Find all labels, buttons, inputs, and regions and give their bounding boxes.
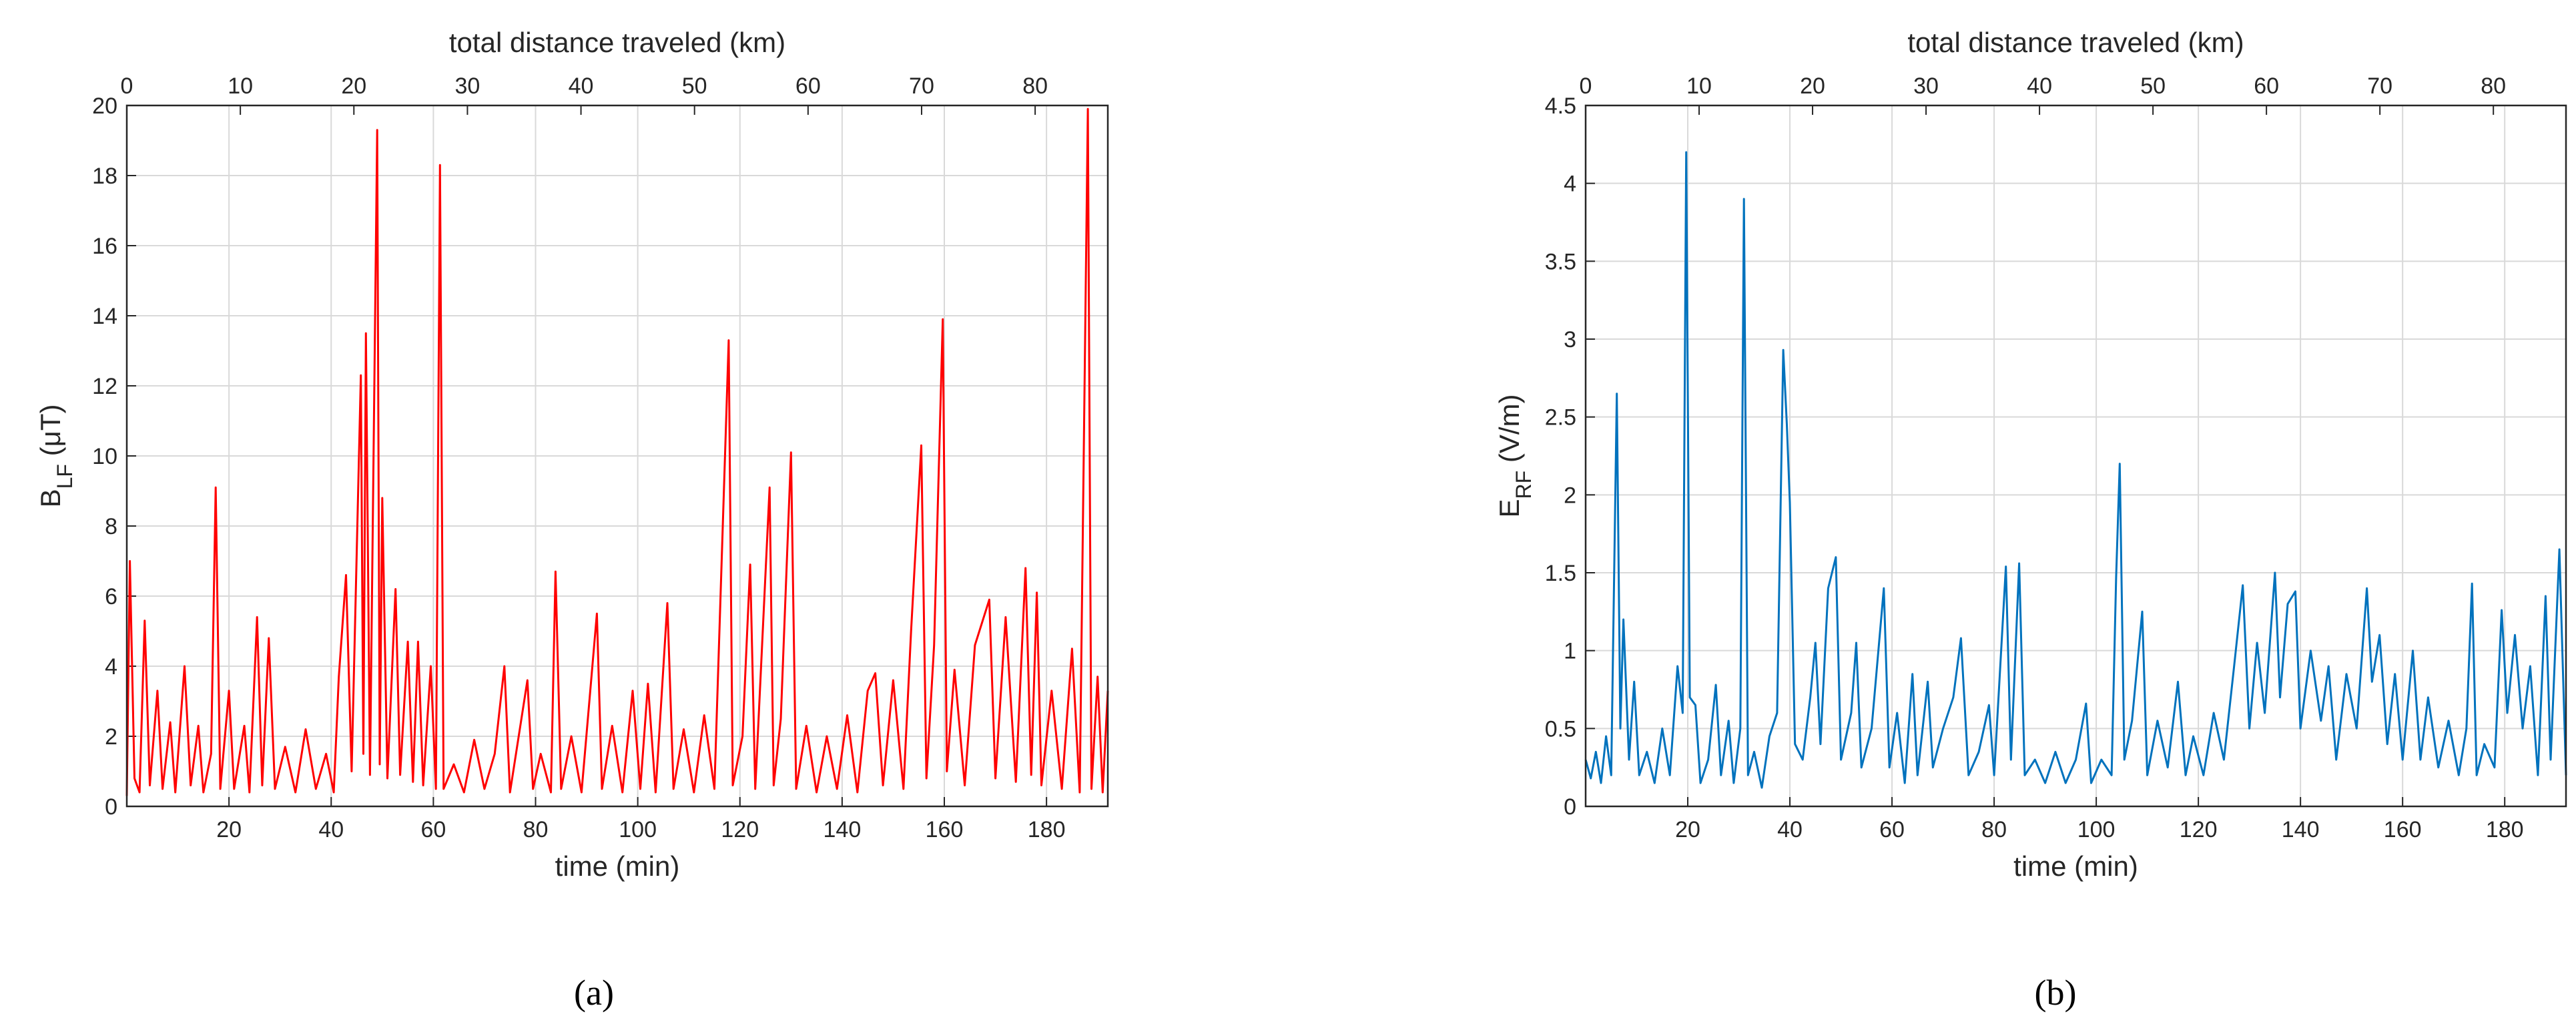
x-axis-label: time (min) bbox=[2013, 850, 2138, 882]
x2-tick-label: 0 bbox=[121, 73, 133, 99]
x-tick-label: 80 bbox=[1981, 817, 2007, 842]
x2-tick-label: 60 bbox=[2254, 73, 2279, 99]
y-tick-label: 0 bbox=[105, 794, 117, 820]
y-axis-label-part: LF bbox=[53, 464, 77, 489]
x2-tick-label: 20 bbox=[341, 73, 366, 99]
data-line bbox=[1584, 151, 2567, 789]
x-tick-label: 160 bbox=[926, 817, 964, 842]
y-axis-label-part: E bbox=[1494, 499, 1525, 517]
y-tick-label: 4.5 bbox=[1545, 93, 1576, 119]
y-tick-label: 2 bbox=[1564, 483, 1576, 508]
x2-tick-label: 10 bbox=[228, 73, 253, 99]
x-tick-label: 100 bbox=[619, 817, 657, 842]
y-tick-label: 6 bbox=[105, 584, 117, 609]
x2-tick-label: 80 bbox=[1022, 73, 1048, 99]
x2-tick-label: 40 bbox=[569, 73, 594, 99]
x2-tick-label: 10 bbox=[1686, 73, 1712, 99]
y-axis-label: ERF (V/m) bbox=[1494, 395, 1536, 518]
x-tick-label: 60 bbox=[1879, 817, 1905, 842]
axes-frame bbox=[1584, 104, 2567, 808]
y-tick-label: 2 bbox=[105, 724, 117, 750]
y-axis-label-part: RF bbox=[1512, 471, 1536, 499]
x-tick-label: 40 bbox=[318, 817, 344, 842]
y-axis-label-part: B bbox=[35, 489, 66, 507]
x-tick-label: 60 bbox=[420, 817, 446, 842]
data-line bbox=[125, 107, 1109, 796]
y-tick-label: 4 bbox=[1564, 172, 1576, 197]
y-tick-label: 16 bbox=[92, 234, 117, 259]
x2-axis-label: total distance traveled (km) bbox=[449, 27, 785, 58]
panel: 20 40 60 80 100 120 140 160 18002468101214161820… bbox=[35, 27, 1109, 1013]
y-tick-label: 1 bbox=[1564, 639, 1576, 664]
x-tick-label: 20 bbox=[1675, 817, 1700, 842]
x2-tick-label: 30 bbox=[1913, 73, 1939, 99]
x-tick-label: 120 bbox=[721, 817, 759, 842]
y-tick-label: 20 bbox=[92, 93, 117, 119]
x2-tick-label: 70 bbox=[2367, 73, 2392, 99]
y-tick-label: 3.5 bbox=[1545, 249, 1576, 274]
y-tick-label: 8 bbox=[105, 514, 117, 539]
x-tick-label: 180 bbox=[1028, 817, 1066, 842]
y-axis-label-part: (V/m) bbox=[1494, 395, 1525, 471]
x-tick-label: 100 bbox=[2077, 817, 2116, 842]
x2-tick-label: 30 bbox=[455, 73, 480, 99]
x-axis-label: time (min) bbox=[555, 850, 680, 882]
x-tick-label: 140 bbox=[824, 817, 862, 842]
y-tick-label: 4 bbox=[105, 654, 117, 680]
y-axis-label: BLF (μT) bbox=[35, 405, 77, 508]
x2-tick-label: 0 bbox=[1580, 73, 1592, 99]
x2-tick-label: 70 bbox=[909, 73, 934, 99]
x2-tick-label: 20 bbox=[1800, 73, 1825, 99]
axes-frame bbox=[125, 104, 1109, 808]
x2-tick-label: 40 bbox=[2027, 73, 2052, 99]
x2-tick-label: 50 bbox=[2140, 73, 2166, 99]
y-tick-label: 2.5 bbox=[1545, 405, 1576, 431]
x2-tick-label: 80 bbox=[2481, 73, 2506, 99]
x-tick-label: 160 bbox=[2384, 817, 2422, 842]
y-tick-label: 12 bbox=[92, 374, 117, 399]
x-tick-label: 80 bbox=[523, 817, 549, 842]
y-tick-label: 0.5 bbox=[1545, 716, 1576, 742]
y-tick-label: 1.5 bbox=[1545, 561, 1576, 586]
x2-tick-label: 50 bbox=[682, 73, 707, 99]
caption: (b) bbox=[2035, 973, 2077, 1013]
y-tick-label: 18 bbox=[92, 164, 117, 189]
y-axis-label-part: (μT) bbox=[35, 405, 66, 465]
x-tick-label: 40 bbox=[1777, 817, 1803, 842]
x2-axis-label: total distance traveled (km) bbox=[1907, 27, 2244, 58]
x-tick-label: 120 bbox=[2180, 817, 2218, 842]
x2-tick-label: 60 bbox=[795, 73, 821, 99]
panel: 20 40 60 80 100 120 140 160 18000.511.522.533.54… bbox=[1494, 27, 2567, 1013]
x-tick-label: 20 bbox=[216, 817, 242, 842]
y-tick-label: 3 bbox=[1564, 327, 1576, 352]
caption: (a) bbox=[574, 973, 614, 1013]
y-tick-label: 0 bbox=[1564, 794, 1576, 820]
x-tick-label: 140 bbox=[2282, 817, 2320, 842]
plot-area bbox=[1586, 105, 2566, 806]
x-tick-label: 180 bbox=[2486, 817, 2524, 842]
y-tick-label: 14 bbox=[92, 304, 117, 329]
y-tick-label: 10 bbox=[92, 444, 117, 469]
